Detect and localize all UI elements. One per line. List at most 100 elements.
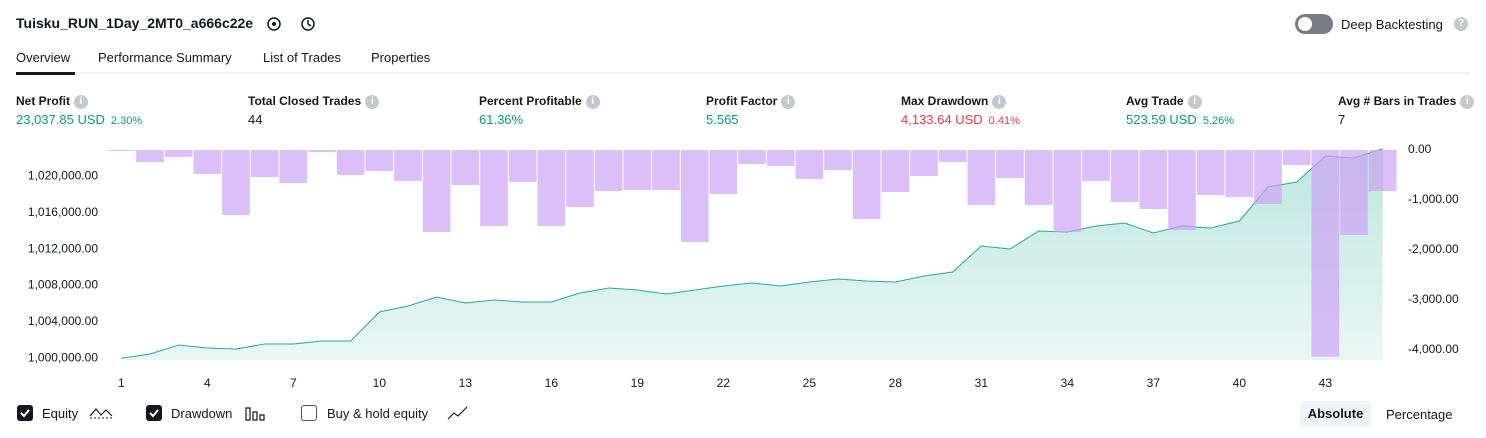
metric-value-text: 44 [248,112,263,127]
tab[interactable]: Properties [371,50,431,65]
x-tick-label: 7 [290,376,297,390]
legend-buy-hold: Buy & hold equity [327,406,429,421]
metric-value: 7 [1338,112,1345,127]
metric-value: 23,037.85 USD 2.30% [16,112,142,127]
x-tick-label: 28 [889,376,903,390]
metric-value-text: 7 [1338,112,1346,127]
info-icon[interactable]: i [74,94,88,109]
metric-label: Net Profit i [16,94,88,109]
metric-value-text: 5.565 [706,112,739,127]
drawdown-bar [623,150,652,190]
drawdown-bar [680,150,709,242]
drawdown-bar [193,150,222,174]
drawdown-bar [394,150,422,181]
drawdown-bar [308,150,336,152]
drawdown-bar [480,150,508,226]
drawdown-bar [852,150,881,219]
y2-tick-label: -3,000.00 [1408,292,1459,306]
drawdown-bar [938,150,967,162]
drawdown-bar [795,150,824,179]
y-tick-label: 1,000,000.00 [28,350,98,364]
strategy-title: Tuisku_RUN_1Day_2MT0_a666c22e [16,15,254,31]
drawdown-icon [245,407,265,421]
y-tick-label: 1,004,000.00 [28,314,98,328]
drawdown-bar [910,150,938,176]
chart: 1,000,000.00 1,004,000.00 1,008,000.00 1,01… [28,142,1459,390]
active-tab-underline [16,72,75,75]
drawdown-checkbox[interactable] [146,405,162,421]
x-tick-label: 31 [975,376,989,390]
equity-area [121,148,1383,360]
metric-label: Percent Profitable i [479,94,600,109]
metric-value: 5.565 [706,112,739,127]
x-tick-label: 4 [204,376,211,390]
drawdown-bar [107,150,136,151]
buy-hold-checkbox[interactable] [301,405,317,421]
tab[interactable]: List of Trades [263,50,342,65]
drawdown-bar [967,150,996,205]
tab[interactable]: Performance Summary [98,50,232,65]
drawdown-bar [222,150,250,215]
drawdown-bar [881,150,910,192]
metric-value-text: 61.36% [479,112,524,127]
drawdown-bar [1311,150,1340,357]
metric-label: Avg Trade i [1126,94,1202,109]
deep-backtesting-label: Deep Backtesting [1341,17,1443,32]
x-tick-label: 16 [545,376,559,390]
info-icon[interactable]: i [365,94,380,109]
drawdown-bar [824,150,852,170]
y2-tick-label: 0.00 [1408,142,1432,156]
drawdown-bar [336,150,365,175]
drawdown-bar [1082,150,1110,181]
x-tick-label: 1 [118,376,125,390]
drawdown-bar [709,150,738,194]
header-icons[interactable] [264,14,324,34]
tab[interactable]: Overview [16,50,71,65]
info-icon[interactable]: i [1187,94,1202,109]
percentage-button[interactable]: Percentage [1386,407,1453,422]
metric-value: 523.59 USD 5.26% [1126,112,1234,127]
drawdown-bar [1139,150,1168,209]
metric-label: Profit Factor i [706,94,796,109]
info-icon[interactable]: i [1460,94,1475,109]
metric-label: Max Drawdown i [901,94,1007,109]
drawdown-bar [537,150,566,226]
drawdown-bar [594,150,623,191]
y2-tick-label: -2,000.00 [1408,242,1459,256]
metric-value-text: 523.59 USD [1126,112,1197,127]
x-tick-label: 37 [1147,376,1161,390]
y-tick-label: 1,020,000.00 [28,169,98,183]
buy-hold-icon [447,406,468,420]
y-tick-label: 1,016,000.00 [28,205,98,219]
metric-value: 44 [248,112,262,127]
x-tick-label: 43 [1319,376,1333,390]
metric-percent: 0.41% [988,115,1020,127]
drawdown-bar [1225,150,1254,197]
help-icon[interactable]: ? [1454,17,1468,31]
tab-separator [16,72,1470,74]
drawdown-bar [1110,150,1139,202]
metric-percent: 2.30% [110,115,143,127]
info-icon[interactable]: i [992,94,1007,109]
drawdown-bar [1282,150,1311,165]
drawdown-bar [652,150,680,190]
drawdown-bar [164,150,193,157]
legend-equity: Equity [42,406,79,421]
x-tick-label: 40 [1233,376,1247,390]
metric-value-text: 4,133.64 USD [901,112,983,127]
info-icon[interactable]: i [781,94,796,109]
equity-checkbox[interactable] [17,405,33,421]
drawdown-bar [1168,150,1196,230]
drawdown-bar [738,150,766,164]
drawdown-bar [1254,150,1282,204]
absolute-button[interactable]: Absolute [1300,401,1371,427]
drawdown-bar [279,150,308,183]
deep-backtesting-toggle[interactable] [1295,14,1333,34]
info-icon[interactable]: i [585,94,600,109]
x-tick-label: 22 [717,376,731,390]
drawdown-bar [766,150,795,166]
x-tick-label: 13 [459,376,473,390]
metric-percent: 5.26% [1202,115,1235,127]
drawdown-bar [250,150,279,177]
